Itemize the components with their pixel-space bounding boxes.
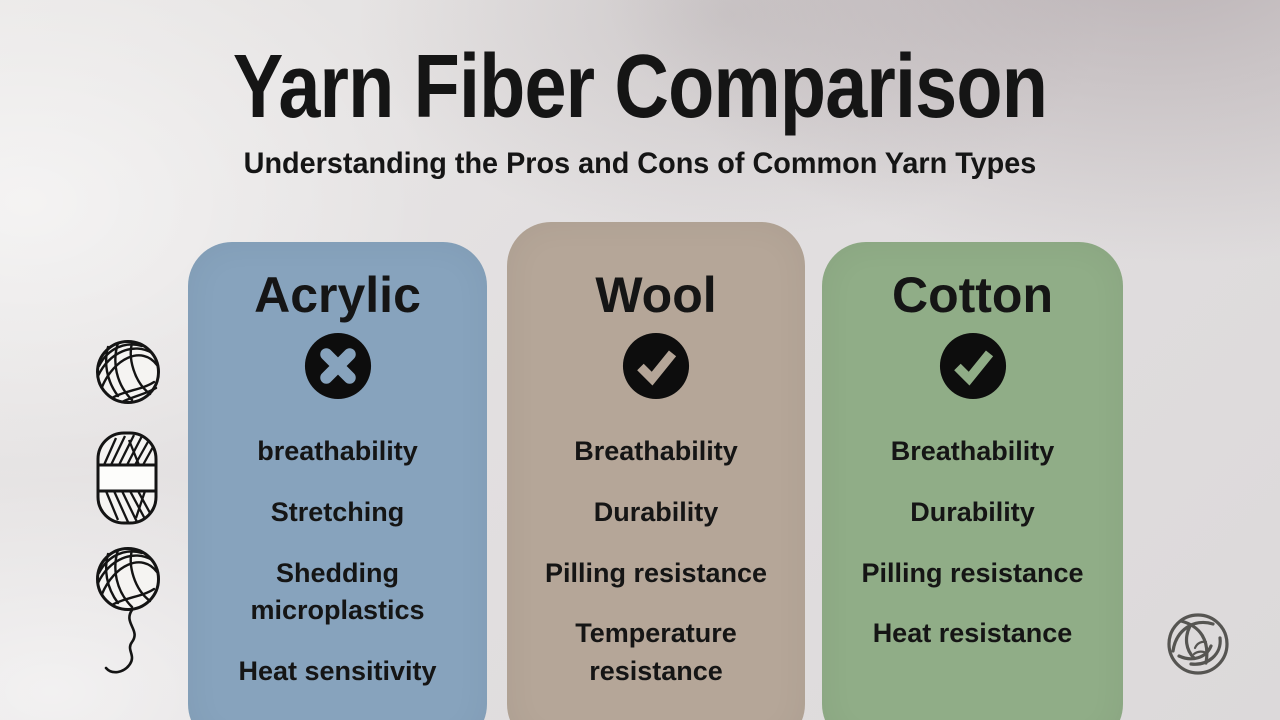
trait-label: Heat resistance [872, 618, 1073, 649]
fiber-name: Acrylic [254, 267, 421, 323]
trait-list: breathability Stretching Shedding micropla… [188, 433, 487, 691]
yarn-ball-icon [94, 338, 162, 406]
yarn-skein-icon [95, 430, 159, 526]
trait-label: Shedding microplastics [250, 557, 425, 626]
fiber-card: Cotton Breathability Durability Pilling re… [822, 242, 1123, 720]
header: Yarn Fiber Comparison Understanding the … [0, 0, 1280, 181]
fiber-name: Cotton [891, 267, 1054, 323]
check-circle-icon [822, 331, 1123, 401]
page-subtitle: Understanding the Pros and Cons of Commo… [243, 146, 1037, 180]
trait-list: Breathability Durability Pilling resistanc… [822, 433, 1123, 653]
trait-label: Durability [593, 496, 719, 527]
trait-label: Breathability [890, 436, 1055, 466]
trait-label: Heat sensitivity [238, 656, 437, 687]
trait-label: Temperature resistance [575, 618, 737, 687]
fiber-name: Wool [595, 267, 717, 323]
trait-label: Pilling resistance [544, 557, 768, 588]
page-title: Yarn Fiber Comparison [232, 37, 1048, 137]
fiber-card: Acrylic breathability Stretching Shedding … [188, 242, 487, 720]
trait-label: breathability [257, 436, 418, 466]
trait-list: Breathability Durability Pilling resistanc… [507, 433, 805, 691]
check-circle-icon [507, 331, 805, 401]
yarn-ball-logo-icon [1164, 610, 1232, 678]
trait-label: Pilling resistance [861, 557, 1084, 588]
yarn-ball-trailing-thread-icon [90, 543, 166, 695]
fiber-card: Wool Breathability Durability Pilling resi… [507, 222, 805, 720]
trait-label: Durability [910, 496, 1035, 527]
trait-label: Stretching [270, 496, 405, 527]
x-circle-icon [188, 331, 487, 401]
trait-label: Breathability [574, 436, 738, 466]
